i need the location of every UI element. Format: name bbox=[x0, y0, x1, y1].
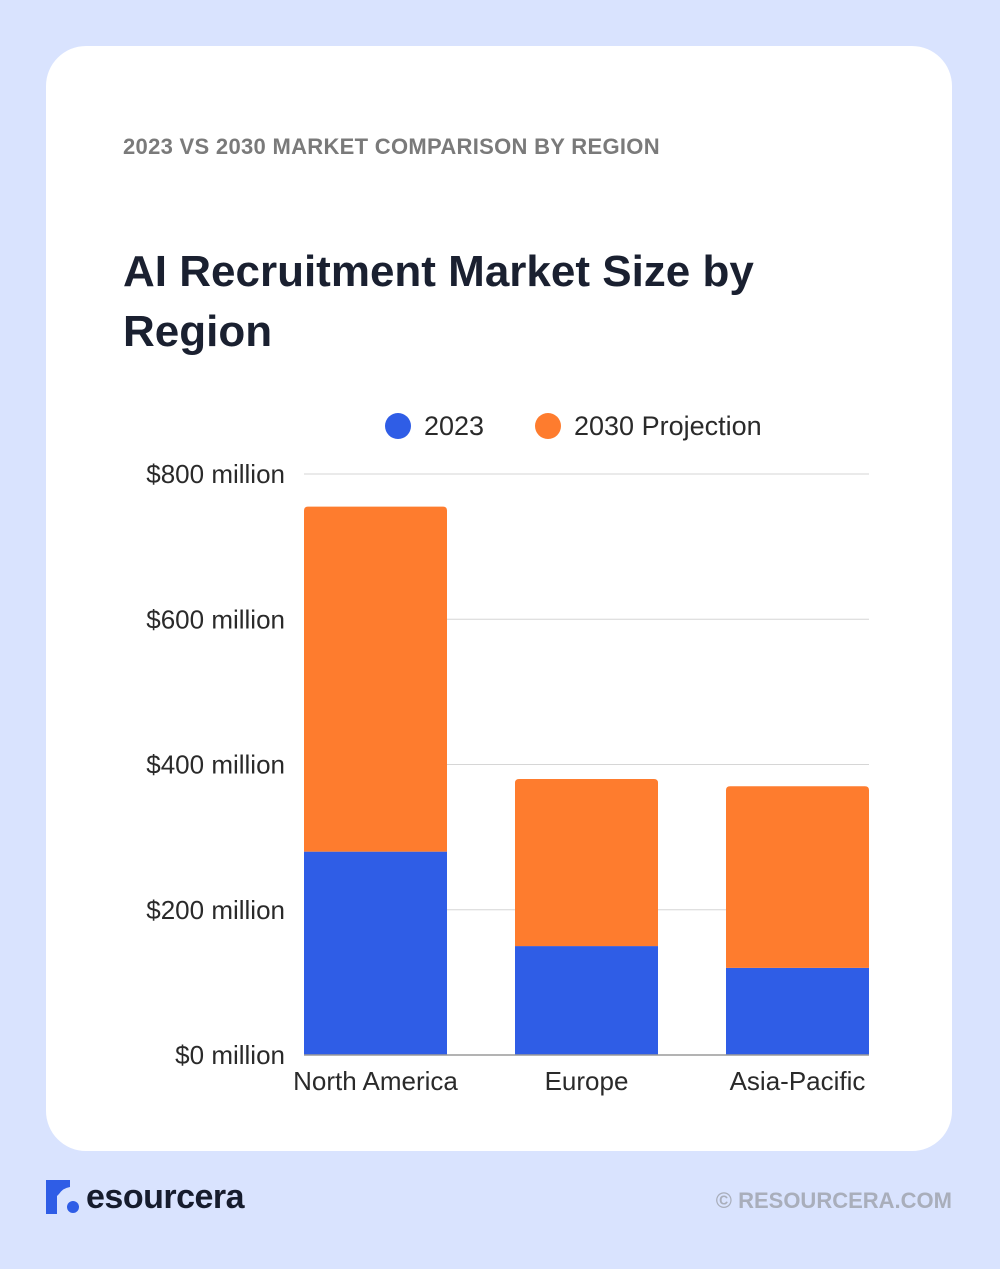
bar-europe-2030 bbox=[515, 779, 658, 947]
y-tick-label: $800 million bbox=[146, 459, 285, 489]
brand-logo: esourcera bbox=[46, 1177, 245, 1216]
bar-asia-pacific-2023 bbox=[726, 967, 869, 1055]
y-tick-label: $600 million bbox=[146, 604, 285, 634]
y-tick-label: $0 million bbox=[175, 1040, 285, 1070]
bar-europe-2023 bbox=[515, 946, 658, 1055]
chart-card: 2023 VS 2030 MARKET COMPARISON BY REGION… bbox=[46, 46, 952, 1151]
legend-label-2030: 2030 Projection bbox=[574, 410, 762, 441]
chart-legend: 2023 2030 Projection bbox=[46, 408, 952, 444]
bar-north-america-2030 bbox=[304, 506, 447, 852]
bar-north-america-2023 bbox=[304, 851, 447, 1055]
legend-swatch-2030 bbox=[535, 413, 561, 439]
bar-chart: $0 million $200 million $400 million $600 m… bbox=[146, 459, 869, 1096]
chart-title: AI Recruitment Market Size by Region bbox=[123, 247, 754, 356]
x-tick-label: North America bbox=[293, 1066, 458, 1096]
x-tick-label: Europe bbox=[545, 1066, 629, 1096]
y-tick-label: $200 million bbox=[146, 895, 285, 925]
brand-name: esourcera bbox=[86, 1177, 245, 1216]
legend-swatch-2023 bbox=[385, 413, 411, 439]
legend-label-2023: 2023 bbox=[424, 410, 485, 441]
resourcera-r-logo-icon bbox=[46, 1180, 79, 1214]
chart-eyebrow: 2023 VS 2030 MARKET COMPARISON BY REGION bbox=[123, 134, 660, 159]
x-tick-label: Asia-Pacific bbox=[730, 1066, 866, 1096]
copyright-text: © RESOURCERA.COM bbox=[715, 1188, 952, 1213]
y-tick-label: $400 million bbox=[146, 750, 285, 780]
legend-item-2023: 2023 bbox=[385, 408, 484, 444]
bar-asia-pacific-2030 bbox=[726, 786, 869, 968]
legend-item-2030: 2030 Projection bbox=[535, 408, 762, 444]
